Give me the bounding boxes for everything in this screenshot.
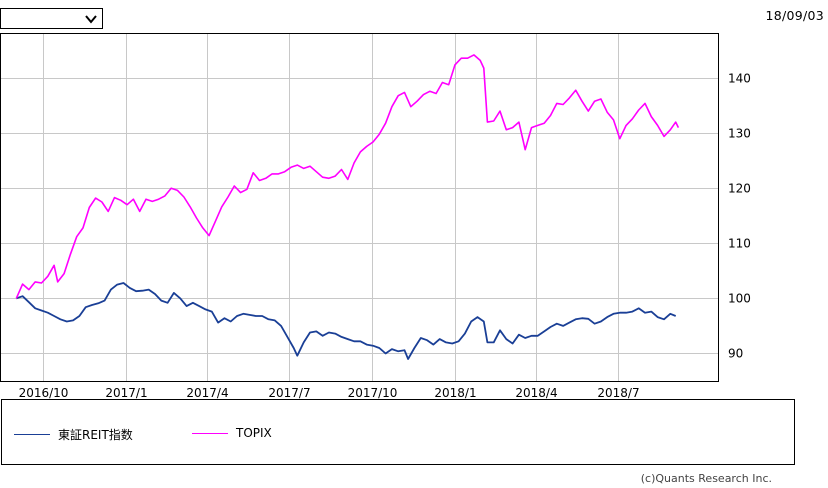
x-tick-label: 2018/7 xyxy=(597,386,639,400)
y-tick-label: 140 xyxy=(728,72,751,86)
y-tick-label: 120 xyxy=(728,182,751,196)
series-line-reit xyxy=(16,282,677,360)
x-axis-ticks: 2016/10 2017/1 2017/4 2017/7 2017/10 2018/1 20… xyxy=(19,386,640,400)
as-of-date: 18/09/03 xyxy=(765,8,824,23)
y-tick-label: 130 xyxy=(728,127,751,141)
plot-frame xyxy=(0,33,719,382)
x-tick-label: 2017/4 xyxy=(186,386,228,400)
legend: 東証REIT指数 TOPIX xyxy=(1,399,795,465)
y-tick-label: 100 xyxy=(728,292,751,306)
series-lines xyxy=(15,54,680,360)
legend-item-reit: 東証REIT指数 xyxy=(14,426,133,443)
copyright: (c)Quants Research Inc. xyxy=(640,472,772,485)
x-tick-label: 2018/4 xyxy=(515,386,557,400)
y-tick-label: 90 xyxy=(728,347,743,361)
performance-chart: 2016/10 2017/1 2017/4 2017/7 2017/10 2018/1 20… xyxy=(0,33,751,400)
x-tick-label: 2017/10 xyxy=(348,386,398,400)
legend-item-topix: TOPIX xyxy=(192,426,272,440)
series-line-topix xyxy=(15,54,680,299)
chevron-down-icon xyxy=(85,15,97,24)
period-select[interactable] xyxy=(0,8,103,29)
x-tick-label: 2017/1 xyxy=(105,386,147,400)
grid-lines xyxy=(1,34,718,381)
y-axis-ticks: 90 100 110 120 130 140 xyxy=(728,72,751,361)
x-tick-label: 2017/7 xyxy=(268,386,310,400)
y-tick-label: 110 xyxy=(728,237,751,251)
legend-label-reit: 東証REIT指数 xyxy=(58,428,133,442)
legend-swatch-topix xyxy=(192,432,228,434)
legend-label-topix: TOPIX xyxy=(236,426,272,440)
x-tick-label: 2018/1 xyxy=(434,386,476,400)
x-tick-label: 2016/10 xyxy=(19,386,69,400)
legend-swatch-reit xyxy=(14,434,50,435)
